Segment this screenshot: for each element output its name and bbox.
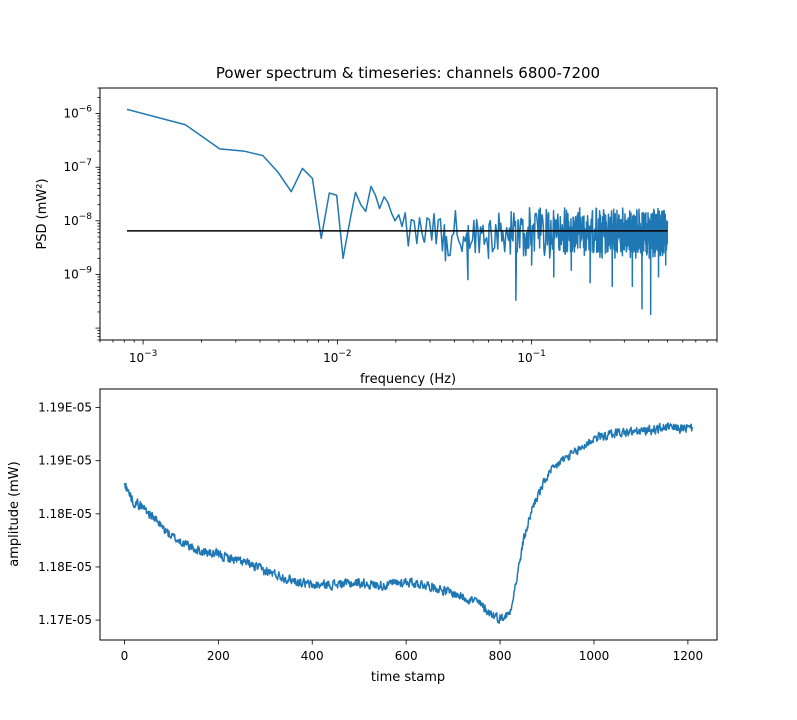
psd-series-group	[126, 108, 669, 316]
psd-y-tick-label: 10−8	[63, 212, 92, 228]
timeseries-x-tick-label: 1200	[673, 649, 704, 663]
psd-x-ticks: 10−3 10−2 10−1	[99, 340, 718, 365]
timeseries-x-tick-label: 200	[207, 649, 230, 663]
psd-panel: Power spectrum & timeseries: channels 68…	[35, 64, 718, 387]
psd-x-tick-label: 10−1	[517, 349, 546, 365]
timeseries-x-tick-label: 400	[301, 649, 324, 663]
timeseries-x-tick-label: 800	[489, 649, 512, 663]
timeseries-x-ticks: 0 200 400 600 800 1000 1200	[121, 640, 704, 663]
psd-y-axis-label: PSD (mW²)	[35, 178, 50, 249]
psd-x-axis-label: frequency (Hz)	[360, 372, 456, 387]
psd-y-tick-label: 10−7	[63, 158, 92, 174]
timeseries-x-tick-label: 600	[395, 649, 418, 663]
psd-x-tick-label: 10−3	[129, 349, 158, 365]
timeseries-series-group	[123, 422, 694, 625]
timeseries-panel: 0 200 400 600 800 1000 1200 1.17E-051.18E-051.…	[7, 388, 718, 685]
timeseries-x-axis-label: time stamp	[371, 670, 445, 685]
timeseries-y-tick-label: 1.18E-05	[38, 507, 92, 521]
timeseries-x-tick-label: 0	[121, 649, 129, 663]
psd-y-ticks: 10−9 10−8 10−7 10−6	[63, 87, 100, 341]
psd-series-line	[126, 108, 669, 316]
timeseries-y-tick-label: 1.17E-05	[38, 613, 92, 627]
timeseries-line	[123, 422, 694, 625]
timeseries-y-tick-label: 1.18E-05	[38, 560, 92, 574]
timeseries-y-axis-label: amplitude (mW)	[7, 461, 22, 567]
psd-title: Power spectrum & timeseries: channels 68…	[216, 64, 600, 82]
timeseries-y-tick-label: 1.19E-05	[38, 454, 92, 468]
timeseries-x-tick-label: 1000	[579, 649, 610, 663]
psd-y-tick-label: 10−6	[63, 105, 92, 121]
psd-axes-frame	[99, 87, 718, 341]
psd-y-tick-label: 10−9	[63, 265, 92, 281]
timeseries-axes-frame	[99, 388, 718, 641]
timeseries-y-ticks: 1.17E-05 1.18E-05 1.18E-05 1.19E-05 1.19E-05	[38, 401, 100, 627]
timeseries-y-tick-label: 1.19E-05	[38, 401, 92, 415]
psd-x-tick-label: 10−2	[323, 349, 352, 365]
